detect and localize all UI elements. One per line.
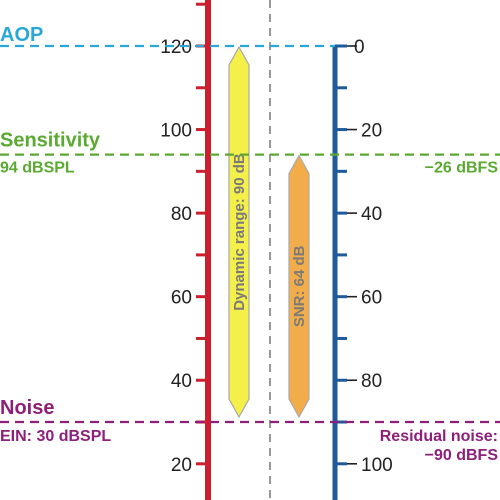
sensitivity-value: 94 dBSPL [0, 160, 75, 177]
right-tick-label: 40 [361, 204, 382, 225]
snr-bar [288, 154, 310, 419]
right-tick-label: 20 [361, 121, 382, 142]
right-axis-ticks: 0 20 40 60 80 100 [335, 37, 393, 476]
left-tick-label: 120 [160, 37, 192, 58]
noise-value: EIN: 30 dBSPL [0, 428, 111, 445]
right-tick-label: 0 [354, 37, 365, 58]
dynamic-range-bar [228, 45, 250, 419]
left-tick-label: 20 [171, 455, 192, 476]
left-axis-ticks: 20 40 60 80 100 120 [160, 2, 208, 476]
right-tick-label: 80 [361, 371, 382, 392]
aop-title: AOP [0, 24, 43, 46]
residual-noise-value: −90 dBFS [425, 447, 499, 464]
residual-noise-label: Residual noise: [380, 428, 498, 445]
dynamic-range-label: Dynamic range: 90 dB [231, 153, 248, 311]
range-bars: Dynamic range: 90 dB SNR: 64 dB [228, 45, 310, 419]
right-tick-label: 60 [361, 288, 382, 309]
left-tick-label: 100 [160, 121, 192, 142]
snr-label: SNR: 64 dB [291, 245, 308, 327]
left-tick-label: 40 [171, 371, 192, 392]
sensitivity-dbfs-value: −26 dBFS [425, 160, 499, 177]
left-tick-label: 80 [171, 204, 192, 225]
left-tick-label: 60 [171, 288, 192, 309]
sensitivity-title: Sensitivity [0, 130, 101, 152]
noise-title: Noise [0, 397, 54, 419]
right-tick-label: 100 [361, 455, 393, 476]
